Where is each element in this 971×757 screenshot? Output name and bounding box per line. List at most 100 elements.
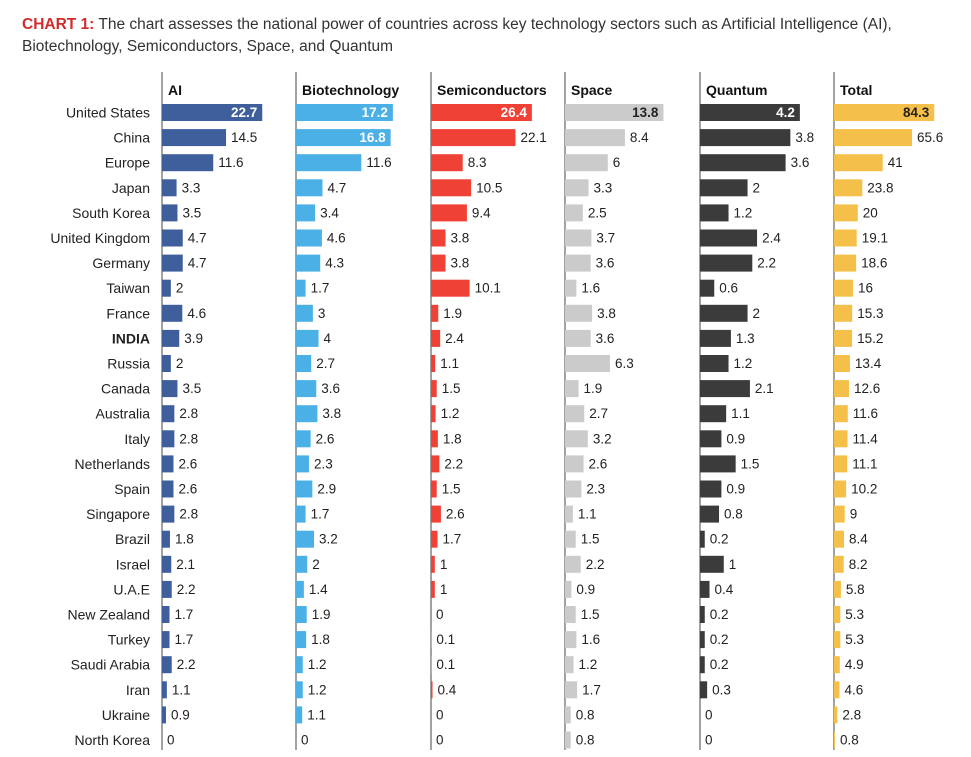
value-label-space-france: 3.8 — [597, 306, 616, 321]
value-label-quantum-china: 3.8 — [795, 130, 814, 145]
value-label-total-europe: 41 — [888, 155, 903, 170]
bar-biotechnology-singapore — [296, 505, 306, 523]
value-label-quantum-taiwan: 0.6 — [719, 281, 738, 296]
bar-quantum-russia — [700, 355, 729, 372]
value-label-total-united-kingdom: 19.1 — [862, 231, 888, 246]
value-label-space-ukraine: 0.8 — [576, 707, 595, 722]
bar-ai-turkey — [162, 631, 170, 649]
bar-quantum-saudi-arabia — [700, 656, 705, 674]
value-label-ai-turkey: 1.7 — [175, 632, 194, 647]
country-label-taiwan: Taiwan — [106, 280, 150, 296]
value-label-total-japan: 23.8 — [867, 180, 893, 195]
value-label-space-united-kingdom: 3.7 — [596, 231, 615, 246]
bar-biotechnology-europe — [296, 154, 362, 172]
bar-ai-united-states — [162, 104, 263, 121]
value-label-quantum-india: 1.3 — [736, 331, 755, 346]
country-label-north-korea: North Korea — [75, 732, 151, 748]
bar-ai-italy — [162, 430, 175, 448]
bar-space-south-korea — [565, 204, 583, 222]
country-label-germany: Germany — [92, 255, 150, 271]
value-label-ai-united-kingdom: 4.7 — [188, 231, 207, 246]
value-label-semiconductors-united-kingdom: 3.8 — [451, 231, 470, 246]
value-label-total-australia: 11.6 — [853, 406, 878, 421]
bar-space-u-a-e — [565, 580, 572, 598]
value-label-biotechnology-singapore: 1.7 — [311, 507, 330, 522]
bar-space-germany — [565, 254, 591, 272]
value-label-quantum-japan: 2 — [753, 180, 761, 195]
value-label-space-israel: 2.2 — [586, 557, 605, 572]
bar-total-india — [834, 329, 853, 347]
bar-space-france — [565, 304, 593, 322]
value-label-quantum-united-states: 4.2 — [776, 105, 795, 120]
value-label-quantum-europe: 3.6 — [791, 155, 810, 170]
bar-quantum-france — [700, 304, 748, 322]
value-label-quantum-italy: 0.9 — [726, 431, 745, 446]
bar-ai-iran — [162, 681, 167, 699]
bar-ai-israel — [162, 555, 172, 573]
bar-quantum-netherlands — [700, 455, 736, 473]
country-label-iran: Iran — [126, 682, 150, 698]
value-label-semiconductors-new-zealand: 0 — [436, 607, 444, 622]
bar-space-turkey — [565, 631, 577, 649]
value-label-biotechnology-canada: 3.6 — [321, 381, 340, 396]
bar-total-saudi-arabia — [834, 656, 840, 674]
bar-total-australia — [834, 405, 848, 423]
value-label-total-ukraine: 2.8 — [842, 707, 861, 722]
value-label-biotechnology-north-korea: 0 — [301, 733, 309, 748]
bar-space-netherlands — [565, 455, 584, 473]
value-label-total-north-korea: 0.8 — [840, 733, 859, 748]
bar-quantum-united-states — [700, 104, 800, 121]
value-label-total-canada: 12.6 — [854, 381, 880, 396]
value-label-quantum-germany: 2.2 — [757, 256, 776, 271]
value-label-space-china: 8.4 — [630, 130, 649, 145]
value-label-semiconductors-india: 2.4 — [445, 331, 464, 346]
bar-semiconductors-netherlands — [431, 455, 440, 473]
value-label-ai-south-korea: 3.5 — [182, 205, 201, 220]
country-label-japan: Japan — [112, 180, 150, 196]
bar-semiconductors-france — [431, 304, 439, 322]
bar-ai-taiwan — [162, 279, 171, 297]
bar-quantum-italy — [700, 430, 722, 448]
bar-total-japan — [834, 179, 863, 197]
bar-biotechnology-india — [296, 329, 319, 347]
value-label-semiconductors-russia: 1.1 — [440, 356, 459, 371]
bar-space-saudi-arabia — [565, 656, 574, 674]
bar-total-iran — [834, 681, 840, 699]
value-label-ai-ukraine: 0.9 — [171, 707, 190, 722]
bar-biotechnology-new-zealand — [296, 606, 307, 623]
bar-total-israel — [834, 555, 844, 573]
value-label-semiconductors-u-a-e: 1 — [440, 582, 448, 597]
bar-biotechnology-italy — [296, 430, 311, 448]
bar-ai-germany — [162, 254, 183, 272]
value-label-quantum-canada: 2.1 — [755, 381, 774, 396]
country-label-brazil: Brazil — [115, 531, 150, 547]
bar-total-italy — [834, 430, 848, 448]
bar-space-israel — [565, 555, 581, 573]
value-label-total-germany: 18.6 — [861, 256, 887, 271]
column-header-semiconductors: Semiconductors — [437, 82, 547, 98]
bar-quantum-iran — [700, 681, 708, 699]
value-label-quantum-north-korea: 0 — [705, 733, 713, 748]
bar-total-united-kingdom — [834, 229, 857, 247]
bar-space-australia — [565, 405, 585, 423]
bar-quantum-japan — [700, 179, 748, 197]
country-label-saudi-arabia: Saudi Arabia — [71, 657, 151, 673]
value-label-semiconductors-australia: 1.2 — [441, 406, 460, 421]
bar-space-japan — [565, 179, 589, 197]
value-label-space-germany: 3.6 — [596, 256, 615, 271]
country-label-europe: Europe — [105, 155, 150, 171]
bar-ai-saudi-arabia — [162, 656, 172, 674]
value-label-ai-u-a-e: 2.2 — [177, 582, 196, 597]
value-label-space-singapore: 1.1 — [578, 507, 597, 522]
value-label-biotechnology-spain: 2.9 — [317, 482, 336, 497]
value-label-biotechnology-australia: 3.8 — [322, 406, 341, 421]
bar-total-canada — [834, 380, 849, 398]
value-label-total-south-korea: 20 — [863, 205, 878, 220]
bar-semiconductors-europe — [431, 154, 463, 172]
value-label-total-china: 65.6 — [917, 130, 943, 145]
value-label-space-canada: 1.9 — [584, 381, 603, 396]
bar-biotechnology-ukraine — [296, 706, 303, 724]
value-label-ai-israel: 2.1 — [176, 557, 195, 572]
bar-total-russia — [834, 355, 850, 372]
